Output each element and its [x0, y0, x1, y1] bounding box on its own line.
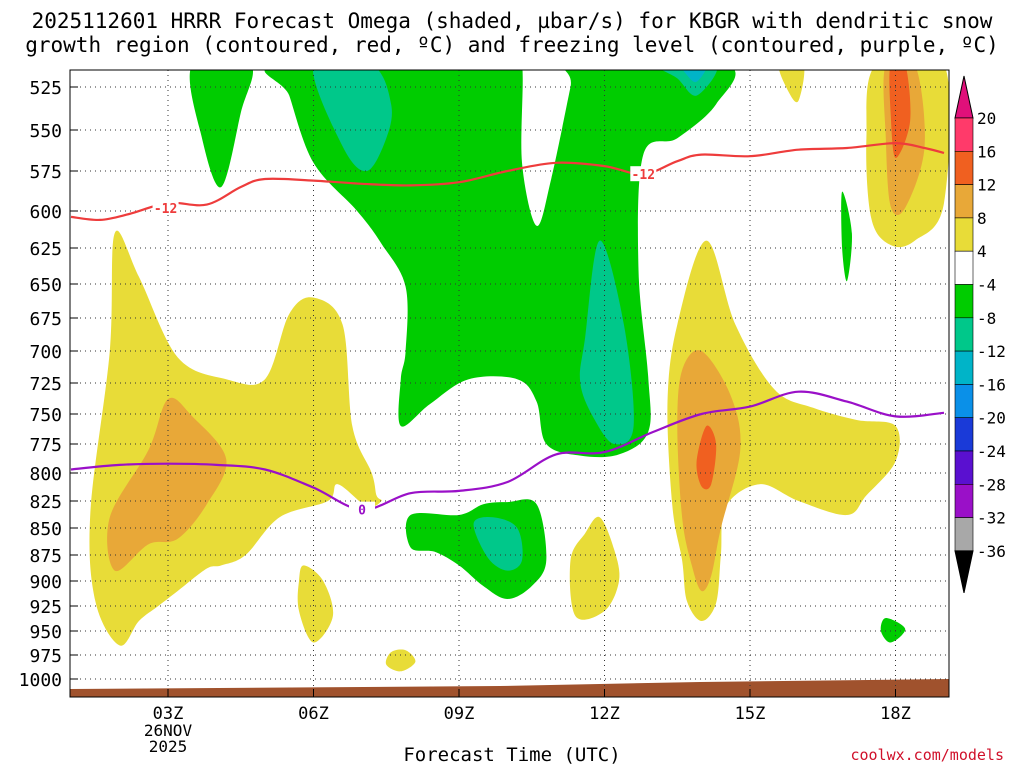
y-tick-label: 950 [29, 622, 62, 643]
omega-region-10 [889, 70, 911, 158]
freezing-level-contour [70, 390, 945, 511]
x-tick-sublabel: 26NOV [144, 721, 193, 740]
colorbar-label: -24 [977, 442, 1006, 461]
colorbar-swatch [954, 417, 974, 452]
y-tick-label: 775 [29, 435, 62, 456]
omega-region-16 [880, 617, 906, 643]
y-tick-label: 925 [29, 597, 62, 618]
colorbar-label: -32 [977, 509, 1006, 528]
omega-region-18 [579, 240, 634, 445]
y-tick-label: 700 [29, 342, 62, 363]
dgz-contour [70, 141, 945, 222]
dgz-contour-label-bg [630, 166, 657, 182]
colorbar-label: -8 [977, 309, 996, 328]
y-tick-label: 800 [29, 464, 62, 485]
colorbar-top-arrow [954, 75, 974, 119]
y-tick-label: 825 [29, 492, 62, 513]
colorbar-swatch [954, 184, 974, 219]
colorbar-swatch [954, 517, 974, 552]
omega-region-5 [667, 240, 900, 622]
omega-region-21 [682, 70, 706, 83]
y-tick-label: 1000 [19, 670, 62, 691]
colorbar-label: 12 [977, 176, 996, 195]
y-tick-label: 900 [29, 572, 62, 593]
colorbar-swatch [954, 483, 974, 518]
x-tick-label: 18Z [880, 704, 911, 724]
credit-text: coolwx.com/models [850, 746, 1004, 764]
dgz-contour-label: -12 [154, 202, 177, 217]
y-tick-label: 650 [29, 275, 62, 296]
colorbar-swatch [954, 384, 974, 418]
y-tick-label: 750 [29, 405, 62, 426]
y-tick-label: 525 [29, 78, 62, 99]
colorbar-swatch [954, 450, 974, 485]
x-tick-label: 12Z [589, 704, 620, 724]
y-tick-label: 850 [29, 519, 62, 540]
colorbar-swatch [954, 117, 974, 152]
colorbar-swatch [954, 217, 974, 252]
dgz-contour-label: -12 [632, 168, 655, 183]
y-tick-label: 875 [29, 546, 62, 567]
colorbar-label: -12 [977, 342, 1006, 361]
x-tick-sublabel: 2025 [149, 737, 188, 756]
freezing-level-contour-label-bg [349, 501, 375, 517]
colorbar-swatch [954, 151, 974, 185]
omega-region-7 [696, 425, 717, 490]
colorbar-bottom-arrow [954, 550, 974, 594]
y-tick-label: 975 [29, 646, 62, 667]
omega-region-17 [312, 70, 392, 172]
omega-region-20 [473, 516, 523, 571]
omega-region-4 [569, 516, 620, 620]
freezing-level-contour-label: 0 [358, 504, 366, 519]
y-tick-label: 625 [29, 239, 62, 260]
omega-region-1 [107, 397, 227, 572]
y-tick-label: 675 [29, 309, 62, 330]
y-tick-label: 725 [29, 374, 62, 395]
y-tick-label: 575 [29, 162, 62, 183]
colorbar-label: 20 [977, 109, 996, 128]
x-axis-label: Forecast Time (UTC) [403, 744, 621, 766]
colorbar-swatch [954, 250, 974, 285]
colorbar-swatch [954, 350, 974, 385]
x-tick-label: 03Z [153, 704, 184, 724]
omega-region-15 [841, 191, 853, 282]
colorbar-label: -20 [977, 409, 1006, 428]
colorbar-label: -16 [977, 375, 1006, 394]
y-tick-label: 600 [29, 202, 62, 223]
omega-region-3 [385, 649, 416, 672]
x-tick-label: 06Z [298, 704, 329, 724]
colorbar-swatch [954, 284, 974, 319]
colorbar-label: 8 [977, 209, 987, 228]
colorbar-label: -36 [977, 542, 1006, 561]
omega-region-2 [297, 565, 334, 643]
omega-region-19 [661, 70, 717, 96]
x-tick-label: 09Z [444, 704, 475, 724]
ground-surface [70, 679, 949, 697]
omega-region-11 [779, 70, 805, 103]
colorbar-label: 16 [977, 142, 996, 161]
colorbar-swatch [954, 317, 974, 352]
chart-title-line-1: 2025112601 HRRR Forecast Omega (shaded, … [31, 9, 993, 33]
x-tick-label: 15Z [735, 704, 766, 724]
chart-title-line-2: growth region (contoured, red, ºC) and f… [25, 33, 999, 57]
colorbar-label: 4 [977, 242, 987, 261]
omega-region-12 [189, 70, 253, 188]
colorbar-label: -4 [977, 276, 996, 295]
dgz-contour-label-bg [152, 199, 179, 215]
y-tick-label: 550 [29, 121, 62, 142]
colorbar-label: -28 [977, 475, 1006, 494]
